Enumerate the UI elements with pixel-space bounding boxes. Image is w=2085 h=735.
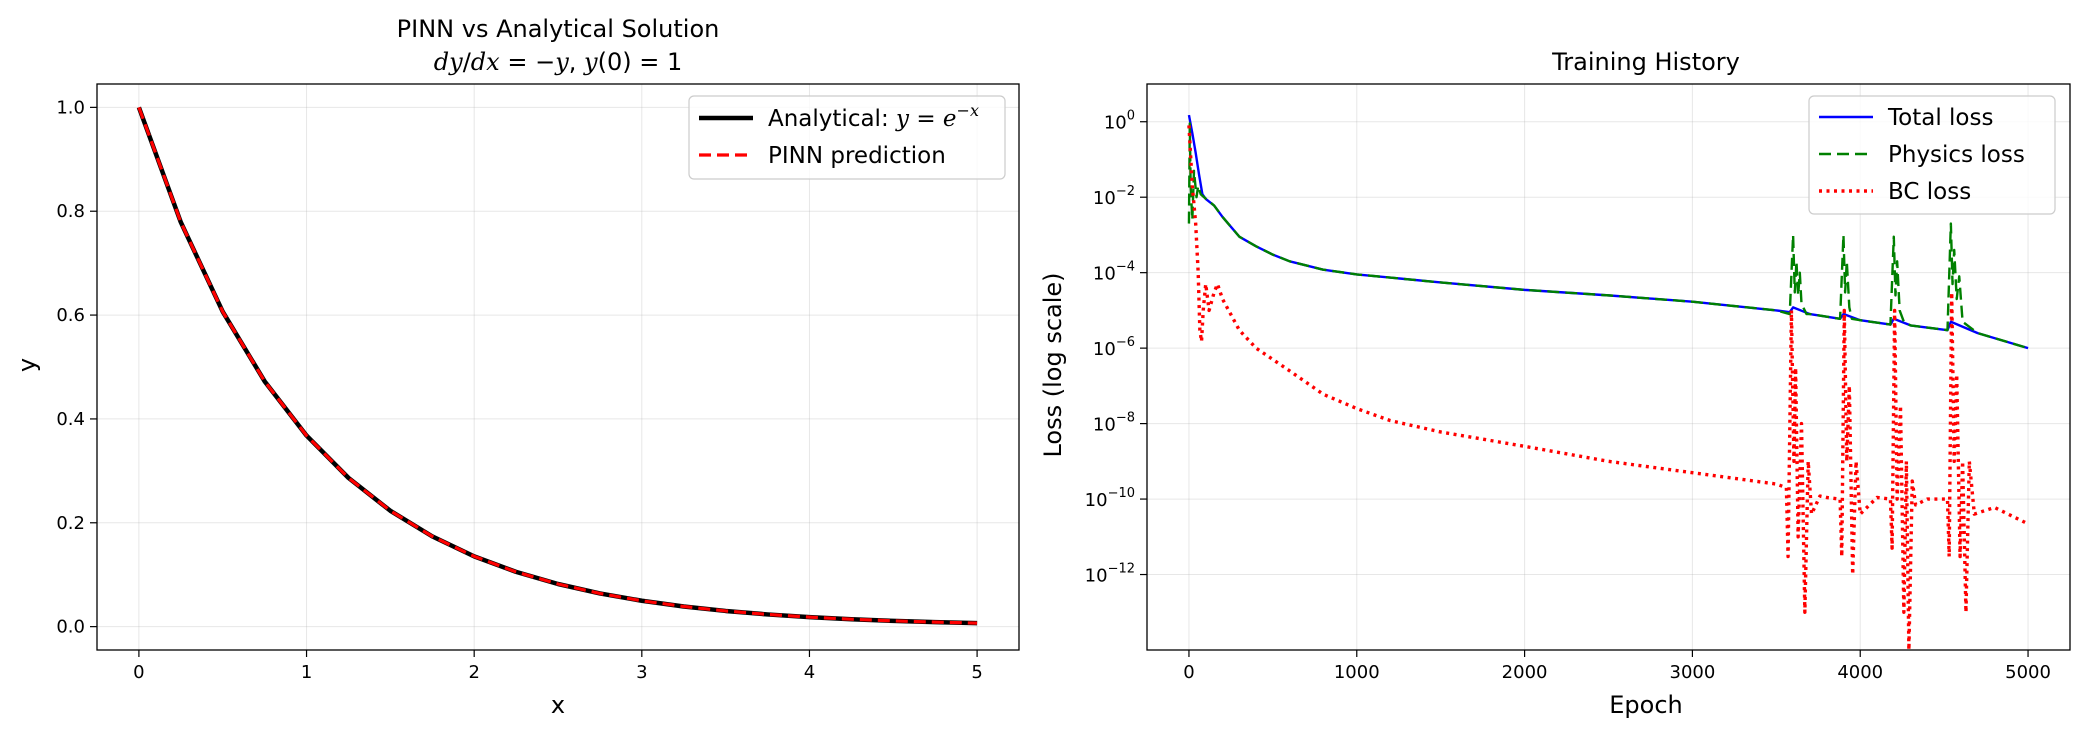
left-chart-xlabel: x (551, 691, 565, 719)
y-tick-label: 0.0 (56, 617, 85, 638)
left-chart-legend: Analytical: y = e−x PINN prediction (688, 95, 1006, 180)
right-chart-panel: Training History 0 1000 2000 3000 4000 5000 10… (1039, 48, 2071, 719)
legend-label-total-loss: Total loss (1887, 105, 1993, 131)
y-tick-label: 100 (1104, 109, 1135, 134)
y-tick-label: 0.2 (56, 513, 85, 534)
x-tick-label: 3 (636, 662, 647, 683)
series-line-physics-loss (1187, 122, 2029, 350)
y-tick-label: 0.4 (56, 409, 85, 430)
y-tick-label: 0.6 (56, 305, 85, 326)
left-chart-subtitle: dy/dx = −y, y(0) = 1 (434, 48, 682, 76)
y-tick-label: 0.8 (56, 201, 85, 222)
right-chart-ticks: 0 1000 2000 3000 4000 5000 100 10−2 10−4 10−6 10−8… (1085, 109, 2051, 683)
x-tick-label: 1 (301, 662, 312, 683)
x-tick-label: 4 (804, 662, 815, 683)
x-tick-label: 2 (468, 662, 479, 683)
x-tick-label: 2000 (1502, 662, 1548, 683)
right-chart-frame (1146, 83, 2071, 651)
right-legend-box (1808, 95, 2056, 215)
y-tick-label: 10−6 (1093, 335, 1135, 360)
y-tick-label: 10−4 (1093, 260, 1135, 285)
legend-label-bc-loss: BC loss (1888, 179, 1971, 205)
y-tick-label: 10−12 (1085, 562, 1135, 587)
y-tick-label: 1.0 (56, 97, 85, 118)
legend-label-analytical: Analytical: y = e−x (768, 101, 979, 132)
x-tick-label: 4000 (1837, 662, 1883, 683)
right-chart-lines (1187, 114, 2029, 650)
left-chart-ylabel: y (13, 358, 41, 372)
right-chart-legend: Total loss Physics loss BC loss (1808, 95, 2056, 215)
right-chart-ylabel: Loss (log scale) (1039, 272, 1067, 457)
legend-label-physics-loss: Physics loss (1888, 142, 2025, 168)
left-chart-ticks: 0 1 2 3 4 5 0.0 0.2 0.4 0.6 0.8 1.0 (56, 97, 982, 683)
x-tick-label: 0 (1183, 662, 1194, 683)
x-tick-label: 5 (971, 662, 982, 683)
x-tick-label: 0 (133, 662, 144, 683)
series-line-bc-loss (1187, 125, 2029, 650)
legend-label-pinn: PINN prediction (768, 143, 946, 169)
left-chart-lines (136, 106, 978, 626)
y-tick-label: 10−2 (1093, 184, 1135, 209)
left-chart-frame (96, 83, 1020, 651)
x-tick-label: 5000 (2005, 662, 2051, 683)
left-chart-title: PINN vs Analytical Solution (397, 15, 720, 43)
series-line-pinn (137, 106, 978, 625)
right-chart-xlabel: Epoch (1609, 691, 1683, 719)
left-legend-box (688, 95, 1006, 180)
x-tick-label: 3000 (1670, 662, 1716, 683)
right-chart-title: Training History (1551, 48, 1740, 76)
left-chart-panel: PINN vs Analytical Solution dy/dx = −y, … (13, 15, 1020, 719)
y-tick-label: 10−8 (1093, 411, 1135, 436)
x-tick-label: 1000 (1334, 662, 1380, 683)
y-tick-label: 10−10 (1085, 486, 1135, 511)
